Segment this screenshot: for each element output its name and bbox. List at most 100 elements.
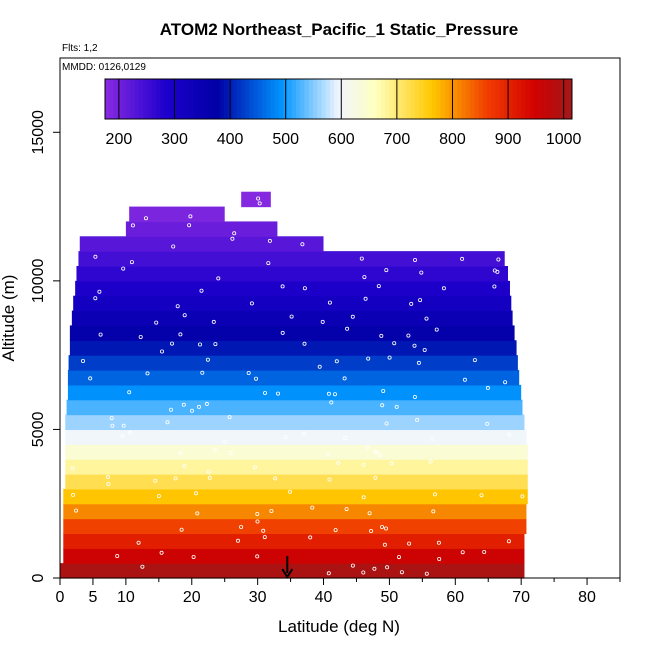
measurement-point bbox=[136, 540, 141, 545]
colorbar-segment bbox=[410, 79, 416, 119]
colorbar-tick-label: 900 bbox=[495, 131, 522, 148]
measurement-point bbox=[175, 304, 180, 309]
measurement-point bbox=[115, 554, 120, 559]
colorbar-segment bbox=[385, 79, 390, 119]
measurement-point bbox=[419, 270, 424, 275]
measurement-point bbox=[372, 449, 377, 454]
measurement-point bbox=[280, 330, 285, 335]
measurement-point bbox=[406, 333, 411, 338]
measurement-point bbox=[329, 400, 334, 405]
colorbar-segment bbox=[121, 79, 127, 119]
colorbar-segment bbox=[147, 79, 153, 119]
measurement-point bbox=[206, 469, 211, 474]
measurement-point bbox=[228, 450, 233, 455]
colorbar-segment bbox=[368, 79, 373, 119]
measurement-point bbox=[412, 394, 417, 399]
colorbar-segment bbox=[334, 79, 339, 119]
colorbar-tick-label: 200 bbox=[106, 131, 133, 148]
colorbar-segment bbox=[406, 79, 412, 119]
measurement-point bbox=[374, 450, 379, 455]
measurement-point bbox=[196, 404, 201, 409]
flights-annotation: Flts: 1,2 bbox=[62, 43, 98, 54]
measurement-point bbox=[431, 509, 436, 514]
colorbar-segment bbox=[512, 79, 518, 119]
measurement-point bbox=[399, 570, 404, 575]
colorbar-segment bbox=[427, 79, 433, 119]
colorbar-segment bbox=[130, 79, 136, 119]
measurement-point bbox=[205, 357, 210, 362]
colorbar-segment bbox=[457, 79, 463, 119]
pressure-layer-25 bbox=[241, 191, 271, 208]
measurement-point bbox=[460, 256, 465, 261]
measurement-point bbox=[379, 525, 384, 530]
measurement-point bbox=[385, 565, 390, 570]
colorbar-segment bbox=[330, 79, 335, 119]
measurement-point bbox=[189, 408, 194, 413]
measurement-point bbox=[280, 284, 285, 289]
measurement-point bbox=[412, 343, 417, 348]
colorbar-segment bbox=[266, 79, 271, 119]
colorbar-segment bbox=[155, 79, 161, 119]
measurement-point bbox=[302, 431, 307, 436]
measurement-point bbox=[310, 505, 315, 510]
colorbar-segment bbox=[478, 79, 484, 119]
colorbar-segment bbox=[194, 79, 199, 119]
measurement-point bbox=[326, 571, 331, 576]
x-tick-label: 40 bbox=[315, 589, 333, 606]
colorbar-segment bbox=[419, 79, 424, 119]
measurement-point bbox=[128, 430, 133, 435]
x-tick-label: 50 bbox=[381, 589, 399, 606]
colorbar-segment bbox=[508, 79, 513, 119]
colorbar-segment bbox=[151, 79, 157, 119]
y-tick-label: 10000 bbox=[30, 259, 47, 304]
measurement-point bbox=[171, 244, 176, 249]
measurement-point bbox=[362, 275, 367, 280]
y-tick-label: 0 bbox=[30, 573, 47, 582]
colorbar-segment bbox=[414, 79, 420, 119]
measurement-point bbox=[359, 256, 364, 261]
colorbar-segment bbox=[245, 79, 250, 119]
measurement-point bbox=[350, 563, 355, 568]
measurement-point bbox=[93, 254, 98, 259]
measurement-point bbox=[143, 216, 148, 221]
measurement-point bbox=[256, 196, 261, 201]
colorbar-segment bbox=[304, 79, 310, 119]
x-axis-label: Latitude (deg N) bbox=[278, 617, 400, 636]
measurement-point bbox=[255, 512, 260, 517]
measurement-point bbox=[249, 301, 254, 306]
colorbar-segment bbox=[380, 79, 386, 119]
measurement-point bbox=[156, 494, 161, 499]
location-marker bbox=[281, 556, 294, 579]
measurement-point bbox=[200, 370, 205, 375]
colorbar-segment bbox=[567, 79, 573, 119]
measurement-point bbox=[153, 478, 158, 483]
measurement-point bbox=[71, 492, 76, 497]
measurement-point bbox=[275, 391, 280, 396]
measurement-point bbox=[239, 525, 244, 530]
measurement-point bbox=[363, 296, 368, 301]
measurement-point bbox=[434, 327, 439, 332]
measurement-point bbox=[361, 495, 366, 500]
x-tick-label: 5 bbox=[88, 589, 97, 606]
measurement-point bbox=[333, 528, 338, 533]
colorbar-segment bbox=[296, 79, 301, 119]
colorbar-segment bbox=[291, 79, 297, 119]
y-axis: 0 5000 10000 15000 bbox=[30, 110, 60, 582]
x-tick-label: 80 bbox=[578, 589, 596, 606]
colorbar-segment bbox=[482, 79, 488, 119]
measurement-point bbox=[383, 526, 388, 531]
colorbar-segment bbox=[232, 79, 238, 119]
measurement-point bbox=[492, 284, 497, 289]
measurement-point bbox=[407, 541, 412, 546]
colorbar-segment bbox=[525, 79, 530, 119]
colorbar-frame bbox=[104, 78, 573, 120]
measurement-point bbox=[345, 326, 350, 331]
colorbar-segment bbox=[262, 79, 267, 119]
measurement-point bbox=[255, 554, 260, 559]
measurement-point bbox=[384, 268, 389, 273]
measurement-point bbox=[169, 341, 174, 346]
colorbar-segment bbox=[223, 79, 229, 119]
colorbar-segment bbox=[181, 79, 187, 119]
measurement-point bbox=[97, 289, 102, 294]
marker-arrowhead bbox=[281, 568, 294, 579]
